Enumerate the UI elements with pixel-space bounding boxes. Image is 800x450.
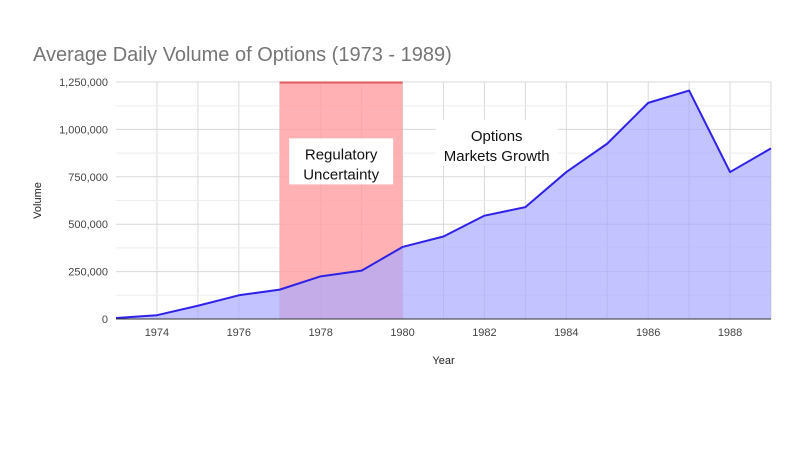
chart-title: Average Daily Volume of Options (1973 - … [33, 44, 452, 66]
y-tick-label: 1,250,000 [59, 77, 108, 89]
series-area [116, 90, 771, 319]
annotations-group: Regulatory Uncertainty Options Markets Grow… [289, 119, 558, 185]
x-tick-label: 1986 [636, 327, 660, 339]
series-area-group [115, 89, 772, 320]
y-axis-title: Volume [32, 182, 44, 219]
x-tick-label: 1980 [390, 327, 414, 339]
x-axis-title: Year [432, 355, 455, 367]
x-tick-label: 1974 [145, 327, 169, 339]
y-tick-label: 0 [102, 314, 108, 326]
x-tick-label: 1976 [227, 327, 251, 339]
y-tick-label: 500,000 [68, 219, 108, 231]
annotation-text: Markets Growth [444, 148, 550, 165]
x-tick-label: 1988 [718, 327, 742, 339]
band-label-background [289, 138, 394, 185]
annotation-background [435, 119, 558, 166]
x-tick-label: 1978 [308, 327, 332, 339]
band-label-text: Uncertainty [303, 166, 379, 183]
x-tick-label: 1982 [472, 327, 496, 339]
y-tick-label: 750,000 [68, 172, 108, 184]
band-label-text: Regulatory [305, 146, 378, 163]
x-tick-label: 1984 [554, 327, 578, 339]
annotation-text: Options [471, 128, 523, 145]
tick-labels-group: 1974 1976 1978 1980 1982 1984 1986 1988 0 250,000… [59, 77, 742, 339]
y-tick-label: 250,000 [68, 267, 108, 279]
y-tick-label: 1,000,000 [59, 124, 108, 136]
